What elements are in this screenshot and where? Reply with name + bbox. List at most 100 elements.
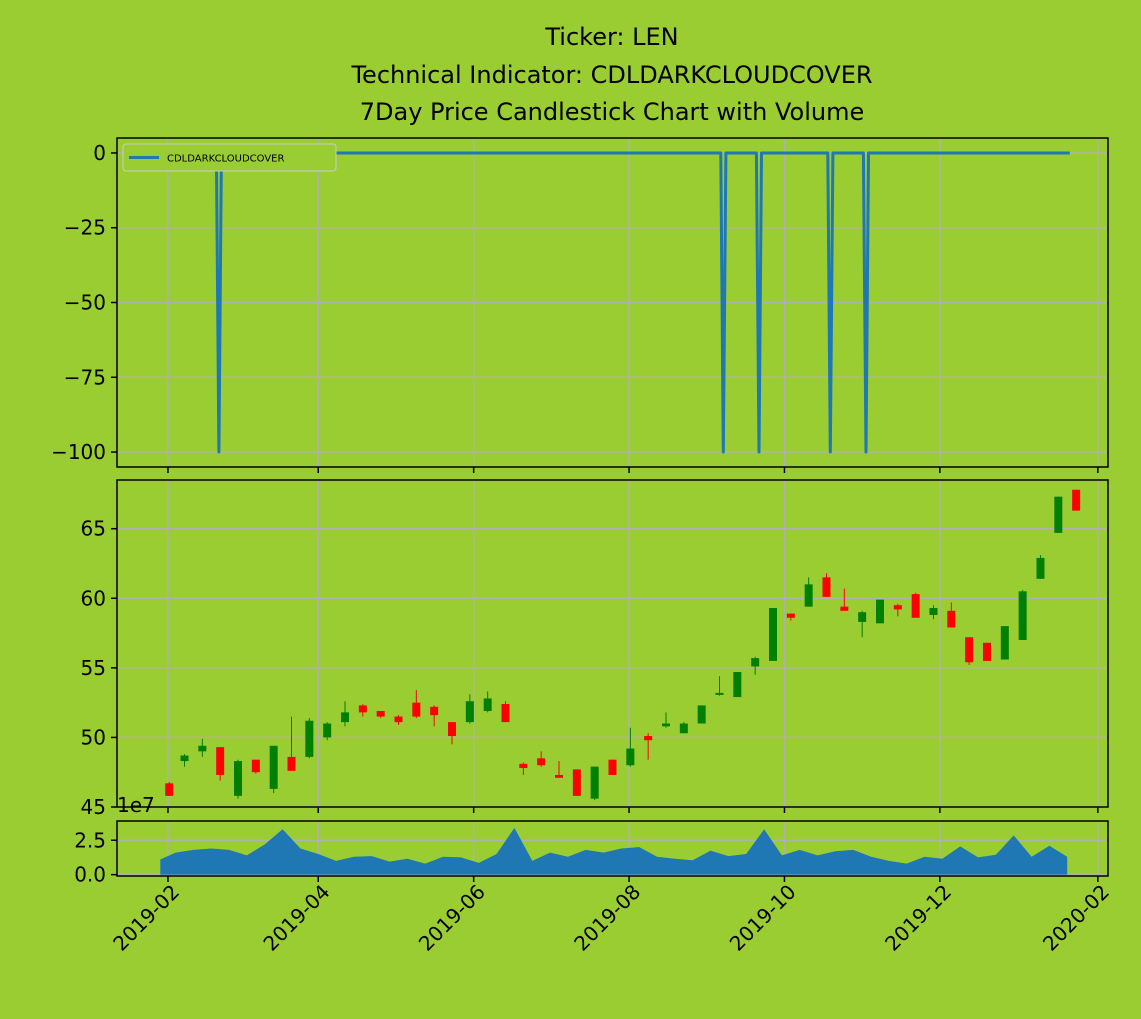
candle [165,781,174,796]
candle-body [180,755,189,762]
y-tick-label: 60 [81,586,106,610]
title-line-3: 7Day Price Candlestick Chart with Volume [360,98,865,126]
candle-body [341,712,350,723]
candle-body [679,723,688,734]
candle [448,722,457,745]
y-tick-label: 0.0 [74,863,106,887]
indicator-panel: 0 −25 −50 −75 −100 CDLDARKCLOUDCOVER [51,137,1109,473]
chart-title: Ticker: LEN Technical Indicator: CDLDARK… [350,23,872,126]
volume-area [160,827,1068,875]
candle [1054,496,1063,533]
candlesticks [165,489,1081,801]
candle-body [501,704,510,723]
price-panel: 45 50 55 60 65 [81,479,1109,819]
legend-box [122,143,337,172]
candle-body [412,702,421,717]
candle [323,722,332,741]
candle-body [661,723,670,727]
volume-frame [116,820,1109,877]
candle [608,759,617,775]
candle [858,610,867,638]
candle-body [323,723,332,738]
candle [180,754,189,767]
y-tick-label: −25 [64,216,106,240]
candle [251,759,260,774]
y-tick-label: 50 [81,725,106,749]
title-line-1: Ticker: LEN [544,23,678,51]
candle-body [1000,626,1009,660]
candle-body [733,672,742,698]
candle-body [376,710,385,717]
candle-body [234,761,243,796]
candle [234,759,243,799]
candle-body [965,637,974,663]
candle-body [715,692,724,695]
candle-body [840,606,849,611]
candle-body [875,599,884,624]
candle-body [858,612,867,622]
candle [358,704,367,717]
candle-body [590,766,599,799]
y-tick-label: 55 [81,656,106,680]
candle-body [804,584,813,607]
candle [590,766,599,801]
candle-body [358,705,367,713]
candle-body [430,706,439,716]
candle [483,691,492,713]
candle [715,676,724,696]
candle-body [305,720,314,757]
candle-body [287,756,296,771]
candle-body [1072,489,1081,511]
candle [269,745,278,794]
y-tick-label: −75 [64,365,106,389]
indicator-frame [116,137,1109,468]
legend-label: CDLDARKCLOUDCOVER [167,154,285,165]
candle [519,762,528,775]
candle-body [572,769,581,796]
candle [929,605,938,620]
candle [216,747,225,781]
candle-body [483,698,492,711]
y-tick-label: 45 [81,795,106,819]
candle [804,577,813,607]
candle-body [751,658,760,667]
candle [786,613,795,621]
candle-body [1054,496,1063,533]
candle-body [519,763,528,769]
candle [875,599,884,624]
candle [679,722,688,734]
y-tick-label: −100 [51,440,106,464]
candle [982,642,991,661]
candle [341,701,350,727]
candle [644,733,653,760]
candle-body [198,745,207,752]
candle [287,716,296,771]
candle [768,608,777,661]
candle [198,738,207,757]
candle-body [929,608,938,615]
volume-scale-label: 1e7 [117,793,155,817]
price-y-axis: 45 50 55 60 65 [81,517,117,819]
candle-body [608,759,617,775]
candle [1036,555,1045,579]
candle [751,656,760,675]
candle [661,712,670,728]
candle [822,573,831,597]
title-line-2: Technical Indicator: CDLDARKCLOUDCOVER [350,61,872,89]
candle [965,637,974,666]
price-plot-area [117,480,1108,807]
candle-body [1036,557,1045,579]
candle-body [893,605,902,610]
candle-body [982,642,991,661]
indicator-legend: CDLDARKCLOUDCOVER [122,143,337,172]
candle-body [394,716,403,723]
candle [733,672,742,698]
candle [305,717,314,759]
candle [501,701,510,723]
candle [376,710,385,718]
candle-body [216,747,225,775]
candle [1072,489,1081,511]
candle [697,705,706,724]
candle [555,761,564,778]
